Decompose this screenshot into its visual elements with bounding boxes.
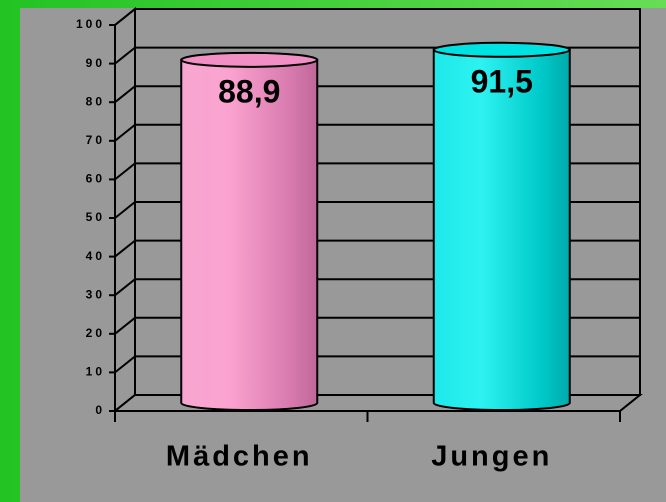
- y-tick-label: 50: [86, 210, 105, 224]
- bar: [180, 51, 319, 411]
- grid-line-side: [114, 201, 136, 219]
- bar: [432, 41, 571, 411]
- grid-line-side: [114, 85, 136, 103]
- grid-line-side: [114, 355, 136, 374]
- grid-line-side: [114, 278, 136, 296]
- bar-cap: [180, 51, 319, 68]
- x-tick-label: Jungen: [431, 441, 552, 473]
- bar-body: [432, 48, 571, 411]
- grid-line-side: [114, 124, 136, 142]
- grid-line-side: [114, 8, 136, 26]
- y-tick-label: 20: [86, 326, 105, 340]
- y-tick-label: 60: [86, 172, 105, 186]
- value-label: 91,5: [471, 63, 533, 99]
- bar-cap: [432, 41, 571, 58]
- y-tick-label: 80: [86, 94, 105, 108]
- y-tick-label: 40: [86, 249, 105, 263]
- grid-line-side: [114, 162, 136, 181]
- y-tick-label: 90: [86, 56, 105, 70]
- x-tick-label: Mädchen: [166, 441, 313, 473]
- y-tick-label: 100: [76, 17, 105, 31]
- bar-body: [180, 58, 319, 411]
- y-tick-label: 10: [86, 365, 105, 379]
- value-label: 88,9: [218, 73, 280, 109]
- y-tick-label: 30: [86, 287, 105, 301]
- grid-line-side: [114, 46, 136, 65]
- y-tick-label: 0: [95, 403, 105, 417]
- grid-line-side: [114, 239, 136, 258]
- y-tick-label: 70: [86, 133, 105, 147]
- grid-line-side: [114, 317, 136, 335]
